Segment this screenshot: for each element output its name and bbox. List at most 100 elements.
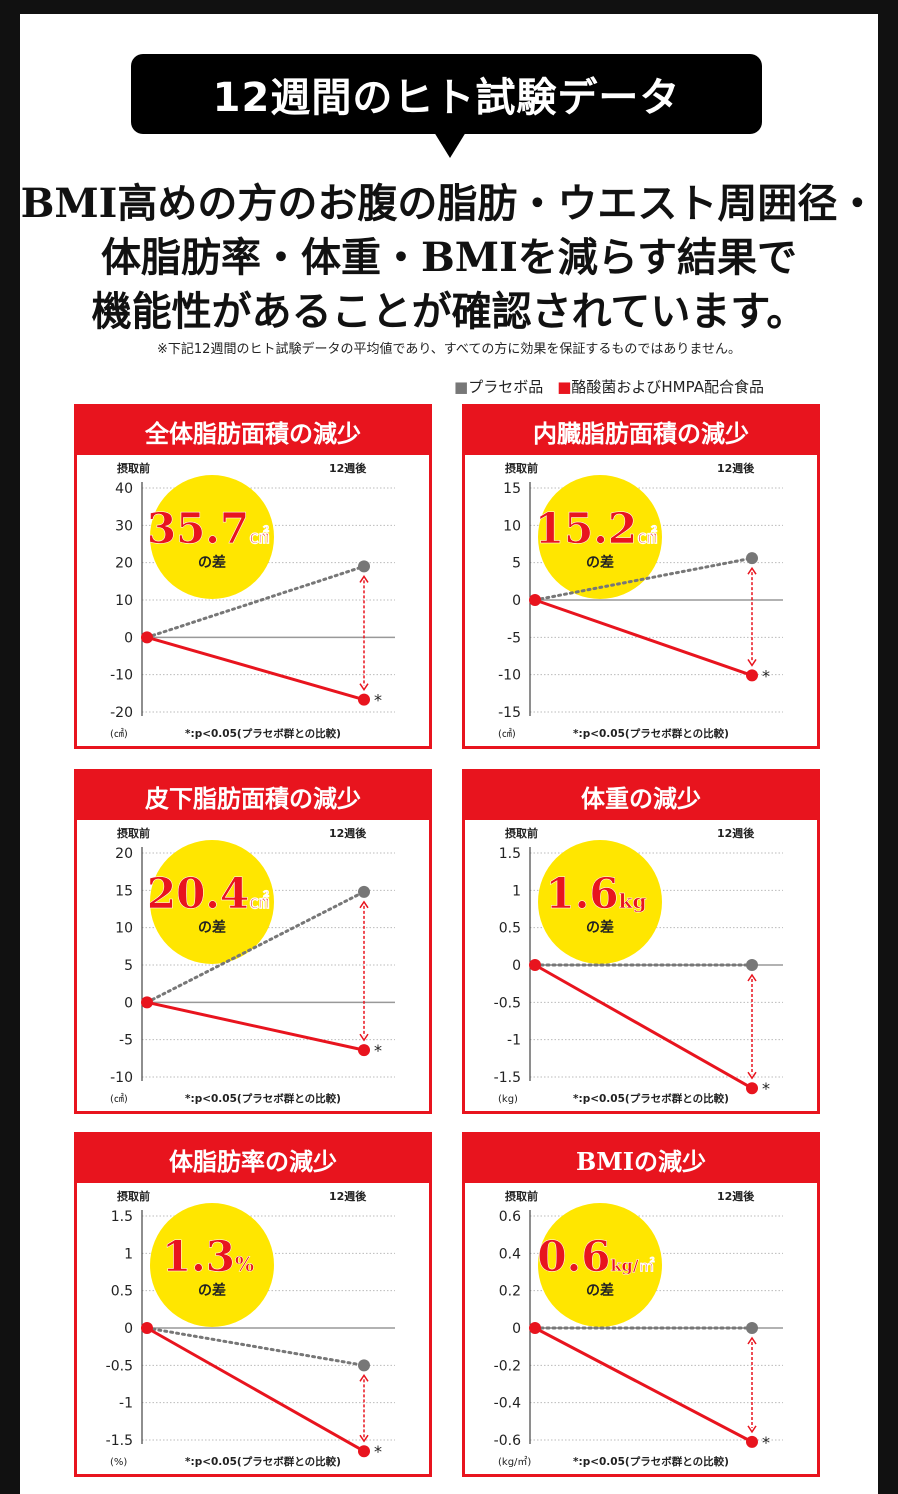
arrow-head-down [359,1434,369,1443]
significance-note: *:p<0.05(プラセボ群との比較) [573,1092,729,1105]
difference-unit: kg/㎡ [610,1256,654,1275]
y-tick-label: -10 [110,668,133,684]
difference-badge [150,840,274,964]
chart-panel: 内臓脂肪面積の減少 摂取前 12週後 15 10 5 0 -5 -10 -15 15.2㎠ の差 * (㎠… [462,404,820,749]
difference-unit: ㎠ [637,524,657,548]
arrow-head-up [747,973,757,982]
y-tick-label: -0.2 [494,1358,521,1374]
y-tick-label: 0 [512,593,521,609]
start-point [141,631,153,644]
arrow-head-up [747,1336,757,1345]
headline-line-1: BMI高めの方のお腹の脂肪・ウエスト周囲径・ [20,180,878,227]
start-point [529,959,541,971]
arrow-head-up [359,575,369,583]
y-tick-label: -5 [119,1033,133,1049]
y-tick-label: -10 [110,1070,133,1086]
difference-number: 1.3 [162,1232,235,1281]
active-end-point [358,693,370,706]
y-tick-label: -0.4 [494,1396,521,1412]
active-end-point [746,669,758,682]
x-label-post: 12週後 [329,826,367,840]
y-tick-label: -1.5 [106,1433,133,1449]
start-point [529,594,541,606]
chart-panel: 全体脂肪面積の減少 摂取前 12週後 40 30 20 10 0 -10 -20 35.7㎠ の差 * (… [74,404,432,749]
x-label-pre: 摂取前 [505,461,538,475]
difference-unit: kg [619,889,647,913]
significance-note: *:p<0.05(プラセボ群との比較) [185,727,341,740]
start-point [141,996,153,1009]
start-point [141,1322,153,1334]
active-end-point [746,1435,758,1448]
legend-placebo-label: ■プラセボ品 [454,376,543,397]
y-tick-label: 0 [124,1321,133,1337]
y-tick-label: -15 [498,705,521,721]
difference-number: 15.2 [535,504,637,553]
x-label-post: 12週後 [717,1189,755,1203]
y-tick-label: 15 [503,481,521,497]
y-tick-label: 20 [115,846,133,862]
y-tick-label: 0 [512,958,521,974]
y-tick-label: 10 [115,921,133,937]
headline-line-2: 体脂肪率・体重・BMIを減らす結果で [101,234,797,281]
legend-active: ■酪酸菌およびHMPA配合食品 [557,376,764,397]
difference-suffix: の差 [586,1282,614,1299]
placebo-end-point [358,1359,370,1372]
legend-swatch: ■ [557,378,572,396]
active-end-point [746,1082,758,1095]
difference-badge [538,840,662,964]
y-tick-label: 0.5 [111,1284,133,1300]
page: 12週間のヒト試験データ BMI高めの方のお腹の脂肪・ウエスト周囲径・ 体脂肪率… [20,14,878,1494]
y-tick-label: 10 [503,518,521,534]
significance-star: * [762,1433,770,1452]
y-tick-label: 1 [124,1246,133,1262]
y-unit-label: (%) [110,1457,127,1468]
y-unit-label: (kg/㎡) [498,1456,531,1468]
x-label-pre: 摂取前 [505,826,538,840]
y-tick-label: 5 [512,556,521,572]
difference-value: 1.6kg [546,869,647,918]
y-unit-label: (kg) [498,1094,518,1105]
active-line [146,1000,365,1052]
placebo-end-point [746,552,758,565]
y-tick-label: 1 [512,883,521,899]
chart-title: 全体脂肪面積の減少 [77,407,429,455]
y-tick-label: 5 [124,958,133,974]
x-label-pre: 摂取前 [505,1189,538,1203]
difference-suffix: の差 [198,919,226,936]
banner-pointer [434,132,466,158]
difference-suffix: の差 [198,554,226,571]
y-unit-label: (㎠) [498,728,516,740]
active-line [534,598,753,677]
difference-value: 35.7㎠ [147,504,269,553]
placebo-end-point [746,1322,758,1334]
section-banner: 12週間のヒト試験データ [131,54,762,134]
difference-value: 20.4㎠ [147,869,269,918]
y-tick-label: 0.5 [499,921,521,937]
difference-value: 0.6kg/㎡ [537,1232,654,1281]
difference-number: 0.6 [537,1232,610,1281]
y-tick-label: -0.5 [494,995,521,1011]
significance-star: * [762,1079,770,1098]
active-line [534,1326,753,1444]
significance-note: *:p<0.05(プラセボ群との比較) [573,1455,729,1468]
legend-active-label: ■酪酸菌およびHMPA配合食品 [557,376,764,397]
chart-panel: BMIの減少 摂取前 12週後 0.6 0.4 0.2 0 -0.2 -0.4 -0.6 0.6kg… [462,1132,820,1477]
y-tick-label: 0.6 [499,1209,521,1225]
chart-title: 体重の減少 [465,772,817,820]
difference-unit: ㎠ [249,524,269,548]
y-tick-label: -0.5 [106,1358,133,1374]
significance-star: * [374,1442,382,1461]
difference-badge [538,1203,662,1327]
y-tick-label: 0 [124,630,133,646]
active-line [534,963,753,1090]
active-line [146,1326,365,1453]
disclaimer-note: ※下記12週間のヒト試験データの平均値であり、すべての方に効果を保証するものでは… [157,342,741,357]
x-label-pre: 摂取前 [117,1189,150,1203]
placebo-end-point [358,560,370,573]
difference-suffix: の差 [586,919,614,936]
placebo-end-point [358,885,370,898]
active-end-point [358,1445,370,1458]
arrow-head-up [359,900,369,909]
arrow-head-up [747,566,757,575]
